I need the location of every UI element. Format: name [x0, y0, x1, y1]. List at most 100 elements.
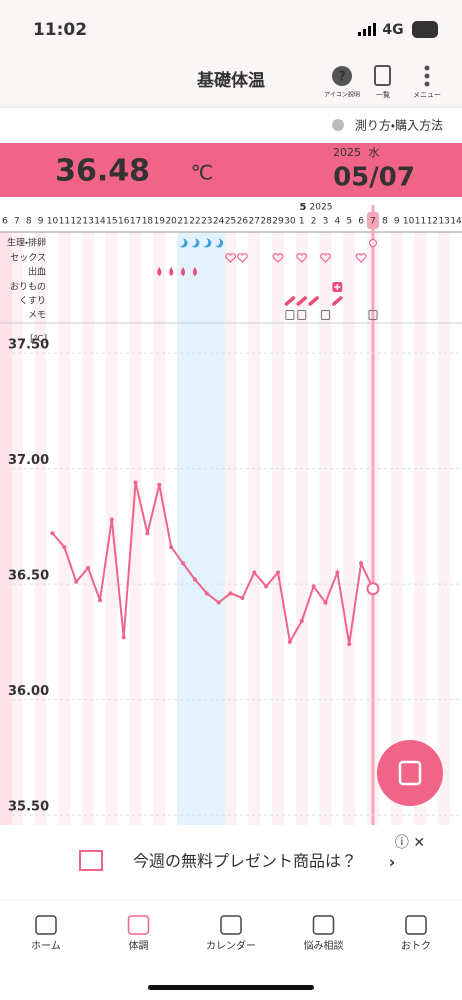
day-label[interactable]: 16	[118, 217, 130, 227]
tab-icon[interactable]	[405, 915, 427, 935]
day-label[interactable]: 13	[82, 217, 93, 227]
day-label[interactable]: 28	[260, 217, 272, 227]
day-label[interactable]: 30	[284, 217, 296, 227]
day-label[interactable]: 17	[130, 217, 141, 227]
day-label[interactable]: 1	[299, 217, 305, 227]
day-label[interactable]: 14	[450, 217, 462, 227]
day-label[interactable]: 19	[154, 217, 166, 227]
temperature-point[interactable]	[109, 517, 114, 522]
temperature-point[interactable]	[145, 531, 150, 536]
temperature-point[interactable]	[74, 579, 79, 584]
ad-arrow: ›	[389, 853, 396, 872]
header-icon-label[interactable]: 一覧	[376, 90, 390, 99]
day-label[interactable]: 23	[201, 217, 212, 227]
tab-icon[interactable]	[127, 915, 150, 935]
help-icon[interactable]	[332, 66, 352, 86]
day-label[interactable]: 7	[370, 217, 376, 227]
signal-icon	[358, 23, 376, 36]
day-label[interactable]: 12	[70, 217, 81, 227]
drop-icon	[181, 267, 186, 276]
tab-label[interactable]: おトク	[401, 940, 431, 952]
day-label[interactable]: 22	[189, 217, 200, 227]
temperature-point[interactable]	[276, 570, 281, 575]
temperature-point[interactable]	[62, 545, 67, 550]
temperature-point[interactable]	[252, 570, 257, 575]
day-label[interactable]: 24	[213, 217, 225, 227]
temperature-point[interactable]	[311, 584, 316, 589]
temperature-point[interactable]	[359, 561, 364, 566]
day-label[interactable]: 25	[225, 217, 236, 227]
temperature-point[interactable]	[157, 482, 162, 487]
temperature-point[interactable]	[347, 642, 352, 647]
day-label[interactable]: 26	[237, 217, 249, 227]
temperature-point[interactable]	[192, 577, 197, 582]
day-label[interactable]: 10	[47, 217, 59, 227]
help-link-icon[interactable]	[332, 119, 344, 131]
day-label[interactable]: 8	[26, 217, 32, 227]
heart-icon	[320, 253, 331, 263]
temperature-point[interactable]	[86, 565, 91, 570]
tab-label[interactable]: ホーム	[31, 940, 61, 952]
day-label[interactable]: 6	[358, 217, 364, 227]
temperature-point[interactable]	[287, 639, 292, 644]
header-icon-label[interactable]: メニュー	[413, 91, 441, 99]
day-label[interactable]: 2	[311, 217, 317, 227]
day-label[interactable]: 4	[334, 217, 340, 227]
day-stripe	[129, 232, 142, 825]
day-label[interactable]: 12	[427, 217, 438, 227]
tab-label[interactable]: 悩み相談	[304, 939, 344, 952]
day-label[interactable]: 29	[272, 217, 284, 227]
temperature-point[interactable]	[216, 600, 221, 605]
day-label[interactable]: 3	[323, 217, 329, 227]
day-label[interactable]: 9	[394, 217, 400, 227]
menu-icon[interactable]	[424, 65, 430, 87]
day-label[interactable]: 11	[59, 217, 70, 227]
selected-day-marker	[366, 212, 379, 229]
drop-icon	[157, 267, 162, 276]
day-label[interactable]: 11	[415, 217, 426, 227]
day-label[interactable]: 10	[403, 217, 415, 227]
day-label[interactable]: 20	[165, 217, 177, 227]
day-label[interactable]: 27	[249, 217, 260, 227]
list-icon[interactable]	[374, 65, 391, 86]
day-label[interactable]: 13	[438, 217, 449, 227]
summary-unit: ℃	[191, 161, 213, 185]
temperature-point[interactable]	[50, 531, 55, 536]
temperature-point[interactable]	[240, 595, 245, 600]
temperature-point[interactable]	[204, 591, 209, 596]
temperature-point[interactable]	[228, 591, 233, 596]
day-label[interactable]: 14	[94, 217, 106, 227]
tab-icon[interactable]	[312, 915, 335, 935]
day-label[interactable]: 8	[382, 217, 388, 227]
y-tick-label: 35.50	[8, 800, 49, 815]
temperature-point[interactable]	[299, 619, 304, 624]
day-label[interactable]: 18	[142, 217, 154, 227]
status-time: 11:02	[33, 20, 87, 40]
day-label[interactable]: 15	[106, 217, 117, 227]
day-label[interactable]: 5	[346, 217, 352, 227]
temperature-point[interactable]	[264, 584, 269, 589]
tab-icon[interactable]	[35, 915, 57, 935]
day-label[interactable]: 6	[2, 217, 8, 227]
tab-icon[interactable]	[220, 915, 242, 935]
temperature-point[interactable]	[335, 570, 340, 575]
add-record-button[interactable]	[377, 740, 443, 806]
temperature-point[interactable]	[133, 480, 138, 485]
day-label[interactable]: 21	[177, 217, 188, 227]
tab-label[interactable]: 体調	[129, 940, 149, 952]
ad-close[interactable]: ⓘ ✕	[395, 835, 425, 851]
header-icon-label[interactable]: アイコン説明	[324, 91, 360, 99]
temperature-point[interactable]	[121, 635, 126, 640]
temperature-point[interactable]	[366, 582, 380, 596]
tab-label[interactable]: カレンダー	[206, 939, 256, 952]
day-label[interactable]: 9	[38, 217, 44, 227]
ad-banner[interactable]	[0, 830, 462, 892]
temperature-point[interactable]	[323, 600, 328, 605]
temperature-point[interactable]	[181, 561, 186, 566]
temperature-point[interactable]	[97, 598, 102, 603]
help-link[interactable]: 測り方・購入方法	[355, 118, 443, 133]
day-label[interactable]: 7	[14, 217, 20, 227]
temperature-point[interactable]	[169, 545, 174, 550]
record-row-label: メモ	[28, 311, 46, 321]
ad-text[interactable]: 今週の無料プレゼント商品は？	[133, 852, 357, 871]
